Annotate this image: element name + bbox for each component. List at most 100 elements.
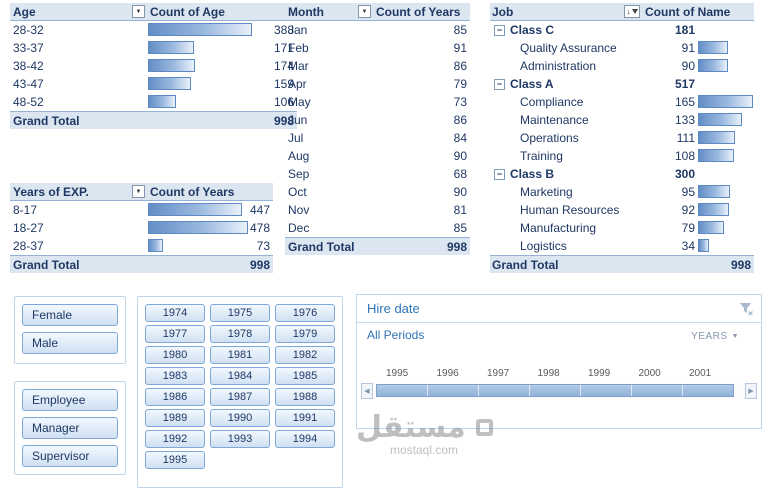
pivot-row: 33-37 171 (10, 39, 297, 57)
grand-total-label: Grand Total (13, 257, 80, 272)
collapse-button[interactable]: − (494, 168, 505, 180)
timeline-period-dropdown[interactable]: YEARS ▼ (691, 331, 739, 342)
data-bar (698, 131, 735, 144)
row-value: 108 (674, 149, 695, 163)
slicer-item-manager[interactable]: Manager (22, 417, 118, 439)
timeline-scroll-right-button[interactable]: ▶ (745, 383, 757, 399)
grand-total-row: Grand Total 998 (285, 237, 470, 255)
row-label-cell: Quality Assurance (490, 41, 642, 55)
bar-cell (697, 39, 754, 57)
field-header-cell: Job ↓ (490, 5, 642, 19)
pivot-row: Human Resources 92 (490, 201, 754, 219)
pivot-row: Apr 79 (285, 75, 470, 93)
row-value: 90 (681, 59, 695, 73)
bar-cell (697, 129, 754, 147)
bar-cell (697, 111, 754, 129)
row-value-cell: 106 (147, 93, 297, 111)
slicer-item-1976[interactable]: 1976 (275, 304, 335, 322)
slicer-item-1985[interactable]: 1985 (275, 367, 335, 385)
slicer-item-1980[interactable]: 1980 (145, 346, 205, 364)
slicer-item-1981[interactable]: 1981 (210, 346, 270, 364)
row-value-cell: 85 (373, 219, 470, 237)
slicer-item-1982[interactable]: 1982 (275, 346, 335, 364)
slicer-item-1995[interactable]: 1995 (145, 451, 205, 469)
timeline-title: Hire date (367, 301, 420, 316)
slicer-item-1979[interactable]: 1979 (275, 325, 335, 343)
row-label-cell: Human Resources (490, 203, 642, 217)
row-label-cell: Operations (490, 131, 642, 145)
pivot-row: Aug 90 (285, 147, 470, 165)
timeline-selected-range-bar[interactable] (376, 384, 734, 397)
slicer-item-female[interactable]: Female (22, 304, 118, 326)
slicer-item-1990[interactable]: 1990 (210, 409, 270, 427)
row-value: 91 (453, 41, 467, 55)
row-value-cell: 86 (373, 57, 470, 75)
row-value: 86 (453, 113, 467, 127)
row-label-cell: Marketing (490, 185, 642, 199)
data-bar (148, 23, 252, 36)
slicer-item-1993[interactable]: 1993 (210, 430, 270, 448)
pivot-row: May 73 (285, 93, 470, 111)
collapse-button[interactable]: − (494, 24, 505, 36)
slicer-item-1991[interactable]: 1991 (275, 409, 335, 427)
row-value-cell: 90 (373, 147, 470, 165)
row-value: 91 (681, 41, 695, 55)
pivot-table-age: Age ▼ Count of Age 28-32 388 33-37 171 38-42… (10, 3, 297, 129)
filter-dropdown-icon[interactable]: ▼ (358, 5, 371, 18)
value-header-label: Count of Years (376, 4, 461, 19)
slicer-item-1992[interactable]: 1992 (145, 430, 205, 448)
slicer-item-1987[interactable]: 1987 (210, 388, 270, 406)
row-value: 84 (453, 131, 467, 145)
row-value: 133 (674, 113, 695, 127)
sort-filter-icon[interactable]: ↓ (624, 5, 640, 18)
item-label: Compliance (520, 95, 584, 109)
pivot-row: Administration 90 (490, 57, 754, 75)
row-value: 159 (273, 77, 294, 91)
slicer-item-1977[interactable]: 1977 (145, 325, 205, 343)
row-value: 68 (453, 167, 467, 181)
grand-total-text: Grand Total (492, 257, 559, 272)
grand-total-value: 998 (730, 257, 751, 272)
timeline-scroll-left-button[interactable]: ◀ (361, 383, 373, 399)
data-bar (148, 221, 248, 234)
pivot-row: 28-37 73 (10, 237, 273, 255)
pivot-header-row: Job ↓ Count of Name (490, 3, 754, 21)
slicer-item-1975[interactable]: 1975 (210, 304, 270, 322)
chevron-down-icon: ▼ (731, 333, 739, 340)
row-value: 447 (249, 203, 270, 217)
row-value: 174 (273, 59, 294, 73)
row-label: 33-37 (13, 41, 44, 55)
clear-filter-icon[interactable] (739, 301, 754, 316)
timeline-year-label: 2000 (638, 368, 661, 379)
item-label: Human Resources (520, 203, 620, 217)
grand-total-value-cell: 998 (373, 238, 470, 255)
bar-cell (697, 57, 754, 75)
slicer-item-1983[interactable]: 1983 (145, 367, 205, 385)
grand-total-label: Grand Total (13, 113, 80, 128)
slicer-item-employee[interactable]: Employee (22, 389, 118, 411)
slicer-item-supervisor[interactable]: Supervisor (22, 445, 118, 467)
bar-cell (697, 165, 754, 183)
grand-total-value-cell: 998 (147, 112, 297, 129)
slicer-item-1984[interactable]: 1984 (210, 367, 270, 385)
pivot-table-month: Month ▼ Count of Years Jan 85 Feb 91 Mar 86 Ap… (285, 3, 470, 255)
data-bar (698, 95, 753, 108)
slicer-item-male[interactable]: Male (22, 332, 118, 354)
slicer-item-1974[interactable]: 1974 (145, 304, 205, 322)
row-label-cell: − Class C (490, 23, 642, 37)
timeline-track: ◀ ▶ (361, 383, 757, 399)
filter-dropdown-icon[interactable]: ▼ (132, 185, 145, 198)
slicer-item-1978[interactable]: 1978 (210, 325, 270, 343)
watermark: مستقل mostaql.com (356, 410, 493, 457)
row-value: 90 (453, 185, 467, 199)
slicer-item-1988[interactable]: 1988 (275, 388, 335, 406)
filter-dropdown-icon[interactable]: ▼ (132, 5, 145, 18)
timeline-year-label: 1996 (436, 368, 459, 379)
row-value: 85 (453, 221, 467, 235)
collapse-button[interactable]: − (494, 78, 505, 90)
grand-total-value: 998 (249, 257, 270, 272)
slicer-item-1994[interactable]: 1994 (275, 430, 335, 448)
bar-cell (697, 201, 754, 219)
slicer-item-1986[interactable]: 1986 (145, 388, 205, 406)
slicer-item-1989[interactable]: 1989 (145, 409, 205, 427)
